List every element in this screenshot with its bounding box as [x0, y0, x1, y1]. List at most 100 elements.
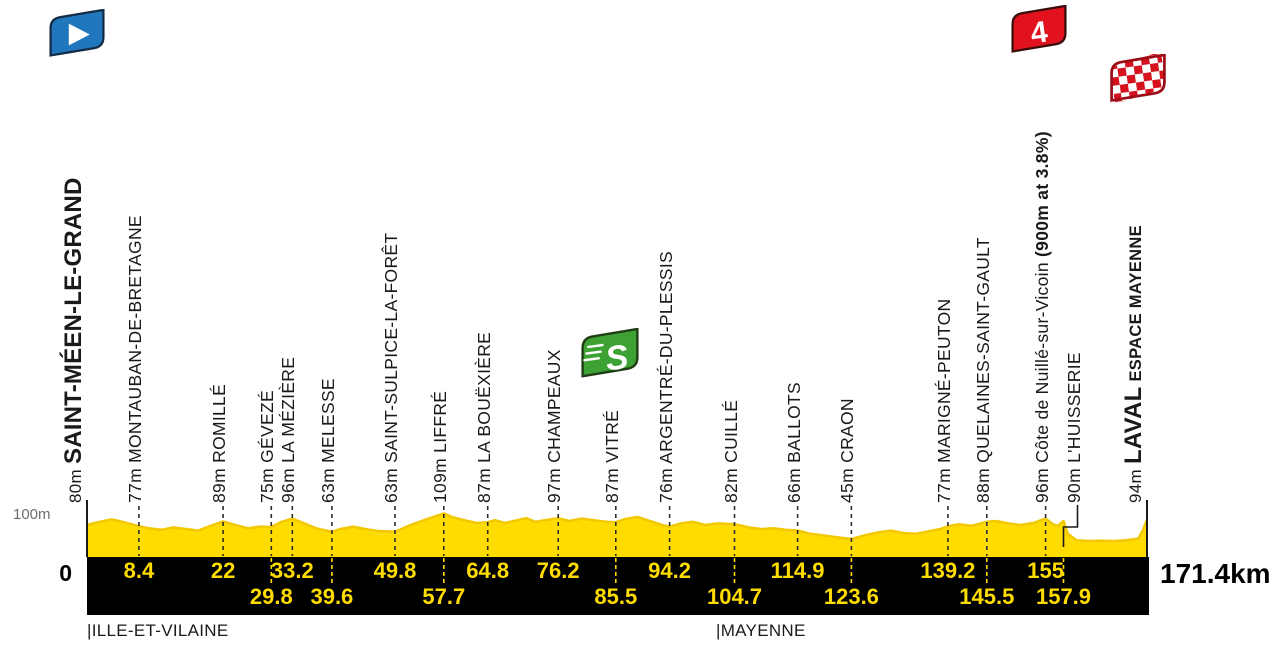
waypoint-name: LIFFRÉ	[429, 390, 450, 453]
distance-marker-cuill: 104.7	[706, 584, 763, 609]
waypoint-elevation: 45m	[837, 468, 858, 503]
waypoint-label-montauban-de-bretagne: 77m MONTAUBAN-DE-BRETAGNE	[124, 215, 145, 503]
distance-marker-saint-sulpice-la-for-t: 49.8	[373, 558, 417, 583]
distance-marker-ballots: 114.9	[770, 558, 825, 583]
waypoint-elevation: 96m	[1031, 468, 1052, 503]
total-distance-label: 171.4km	[1160, 558, 1271, 589]
waypoint-label-marign-peuton: 77m MARIGNÉ-PEUTON	[933, 298, 954, 503]
waypoint-label-champeaux: 97m CHAMPEAUX	[544, 349, 565, 503]
waypoint-elevation: 82m	[720, 468, 741, 503]
waypoint-elevation: 63m	[381, 468, 401, 503]
waypoint-elevation: 80m	[66, 469, 85, 503]
distance-marker-melesse: 39.6	[310, 584, 354, 609]
waypoint-name: GÉVEZÉ	[257, 390, 278, 463]
waypoint-name: CHAMPEAUX	[544, 349, 565, 463]
waypoint-label-laval: 94m LAVAL ESPACE MAYENNE	[1120, 225, 1149, 503]
waypoint-name: L'HUISSERIE	[1063, 352, 1084, 463]
waypoint-label-quelaines-saint-gault: 88m QUELAINES-SAINT-GAULT	[972, 237, 993, 503]
waypoint-elevation: 89m	[209, 468, 230, 503]
distance-marker-craon: 123.6	[823, 584, 879, 609]
waypoint-name: ARGENTRÉ-DU-PLESSIS	[655, 251, 676, 464]
waypoint-elevation: 96m	[278, 468, 299, 503]
waypoint-label-ballots: 66m BALLOTS	[783, 381, 804, 503]
waypoint-elevation: 109m	[429, 458, 450, 503]
waypoint-name: QUELAINES-SAINT-GAULT	[972, 237, 993, 463]
waypoint-elevation: 63m	[317, 468, 338, 503]
waypoint-label-vitr: 87m VITRÉ	[601, 409, 622, 503]
waypoint-name: CUILLÉ	[720, 399, 741, 463]
waypoint-label-saint-sulpice-la-for-t: 63m SAINT-SULPICE-LA-FORÊT	[381, 232, 401, 503]
waypoint-line-l-huisserie	[1062, 505, 1079, 547]
sprint-letter: S	[603, 338, 631, 379]
waypoint-name: LA MÉZIÈRE	[278, 356, 299, 463]
climb-category-number: 4	[1029, 15, 1050, 50]
waypoint-label-l-huisserie: 90m L'HUISSERIE	[1063, 352, 1084, 503]
waypoint-name: SAINT-MÉEN-LE-GRAND	[60, 177, 87, 464]
department-label-ille-et-vilaine: |ILLE-ET-VILAINE	[87, 621, 229, 640]
waypoint-label-craon: 45m CRAON	[837, 398, 858, 503]
sprint-flag-icon: S	[581, 328, 639, 379]
waypoint-elevation: 88m	[972, 468, 993, 503]
distance-marker-montauban-de-bretagne: 8.4	[123, 558, 155, 583]
start-arrow-icon	[68, 23, 90, 46]
waypoint-label-cuill: 82m CUILLÉ	[720, 399, 741, 503]
distance-marker-champeaux: 76.2	[536, 558, 580, 583]
distance-marker-g-vez: 29.8	[249, 584, 293, 609]
distance-marker-vitr: 85.5	[594, 584, 638, 609]
origin-distance-label: 0	[59, 560, 72, 586]
elevation-profile-area	[87, 513, 1148, 557]
sprint-flag-shape	[581, 328, 639, 378]
waypoint-name-secondary: ESPACE MAYENNE	[1127, 225, 1145, 382]
distance-marker-romill: 22	[210, 558, 236, 583]
waypoint-label-argentr-du-plessis: 76m ARGENTRÉ-DU-PLESSIS	[655, 251, 676, 503]
waypoint-label-melesse: 63m MELESSE	[317, 378, 338, 503]
waypoint-label-g-vez: 75m GÉVEZÉ	[257, 390, 278, 503]
distance-marker-la-m-zi-re: 33.2	[270, 558, 314, 583]
climb-flag-shape	[1011, 5, 1067, 53]
waypoint-name: ROMILLÉ	[209, 383, 230, 463]
waypoint-name: CRAON	[837, 398, 858, 463]
waypoint-label-liffr: 109m LIFFRÉ	[429, 390, 450, 503]
waypoint-label-la-m-zi-re: 96m LA MÉZIÈRE	[278, 356, 299, 503]
waypoint-elevation: 77m	[124, 468, 145, 503]
elevation-gridline-label: 100m	[13, 506, 51, 523]
waypoint-name: SAINT-SULPICE-LA-FORÊT	[381, 232, 401, 463]
waypoint-name: MELESSE	[317, 378, 338, 463]
distance-marker-marign-peuton: 139.2	[920, 558, 976, 583]
waypoint-elevation: 87m	[473, 468, 494, 503]
finish-flag-border	[1110, 54, 1166, 103]
waypoint-elevation: 75m	[257, 468, 278, 503]
distance-marker-l-huisserie: 157.9	[1035, 584, 1092, 609]
waypoint-name: LA BOUËXIÈRE	[473, 331, 494, 463]
waypoint-label-c-te-de-nuill-sur-vicoin: 96m Côte de Nuillé-sur-Vicoin (900m at 3…	[1031, 131, 1052, 503]
waypoint-label-la-bou-xi-re: 87m LA BOUËXIÈRE	[473, 331, 494, 503]
distance-marker-argentr-du-plessis: 94.2	[648, 558, 692, 583]
waypoint-label-saint-m-en-le-grand: 80m SAINT-MÉEN-LE-GRAND	[60, 177, 89, 503]
distance-marker-c-te-de-nuill-sur-vicoin: 155	[1027, 558, 1064, 583]
waypoint-elevation: 66m	[783, 468, 804, 503]
finish-flag-icon	[1108, 54, 1168, 104]
waypoint-elevation: 87m	[601, 468, 622, 503]
waypoint-name: MONTAUBAN-DE-BRETAGNE	[124, 215, 145, 463]
waypoint-name: LAVAL	[1120, 386, 1147, 464]
waypoint-name: MARIGNÉ-PEUTON	[933, 298, 954, 463]
elevation-profile-edge	[86, 512, 1149, 543]
waypoint-elevation: 77m	[933, 468, 954, 503]
start-flag-icon	[49, 9, 105, 57]
waypoint-label-romill: 89m ROMILLÉ	[209, 383, 230, 503]
waypoint-elevation: 90m	[1063, 468, 1084, 503]
distance-marker-la-bou-xi-re: 64.8	[466, 558, 510, 583]
waypoint-name: BALLOTS	[783, 381, 804, 463]
waypoint-name: VITRÉ	[601, 409, 622, 463]
waypoint-elevation: 76m	[655, 468, 676, 503]
speed-lines-icon	[583, 343, 604, 362]
distance-bar	[87, 557, 1149, 615]
waypoint-elevation: 94m	[1126, 469, 1145, 503]
distance-marker-liffr: 57.7	[422, 584, 466, 609]
distance-marker-quelaines-saint-gault: 145.5	[959, 584, 1015, 609]
climb-detail: (900m at 3.8%)	[1031, 131, 1052, 257]
waypoint-name: Côte de Nuillé-sur-Vicoin	[1031, 262, 1052, 463]
department-label-mayenne: |MAYENNE	[716, 621, 806, 640]
